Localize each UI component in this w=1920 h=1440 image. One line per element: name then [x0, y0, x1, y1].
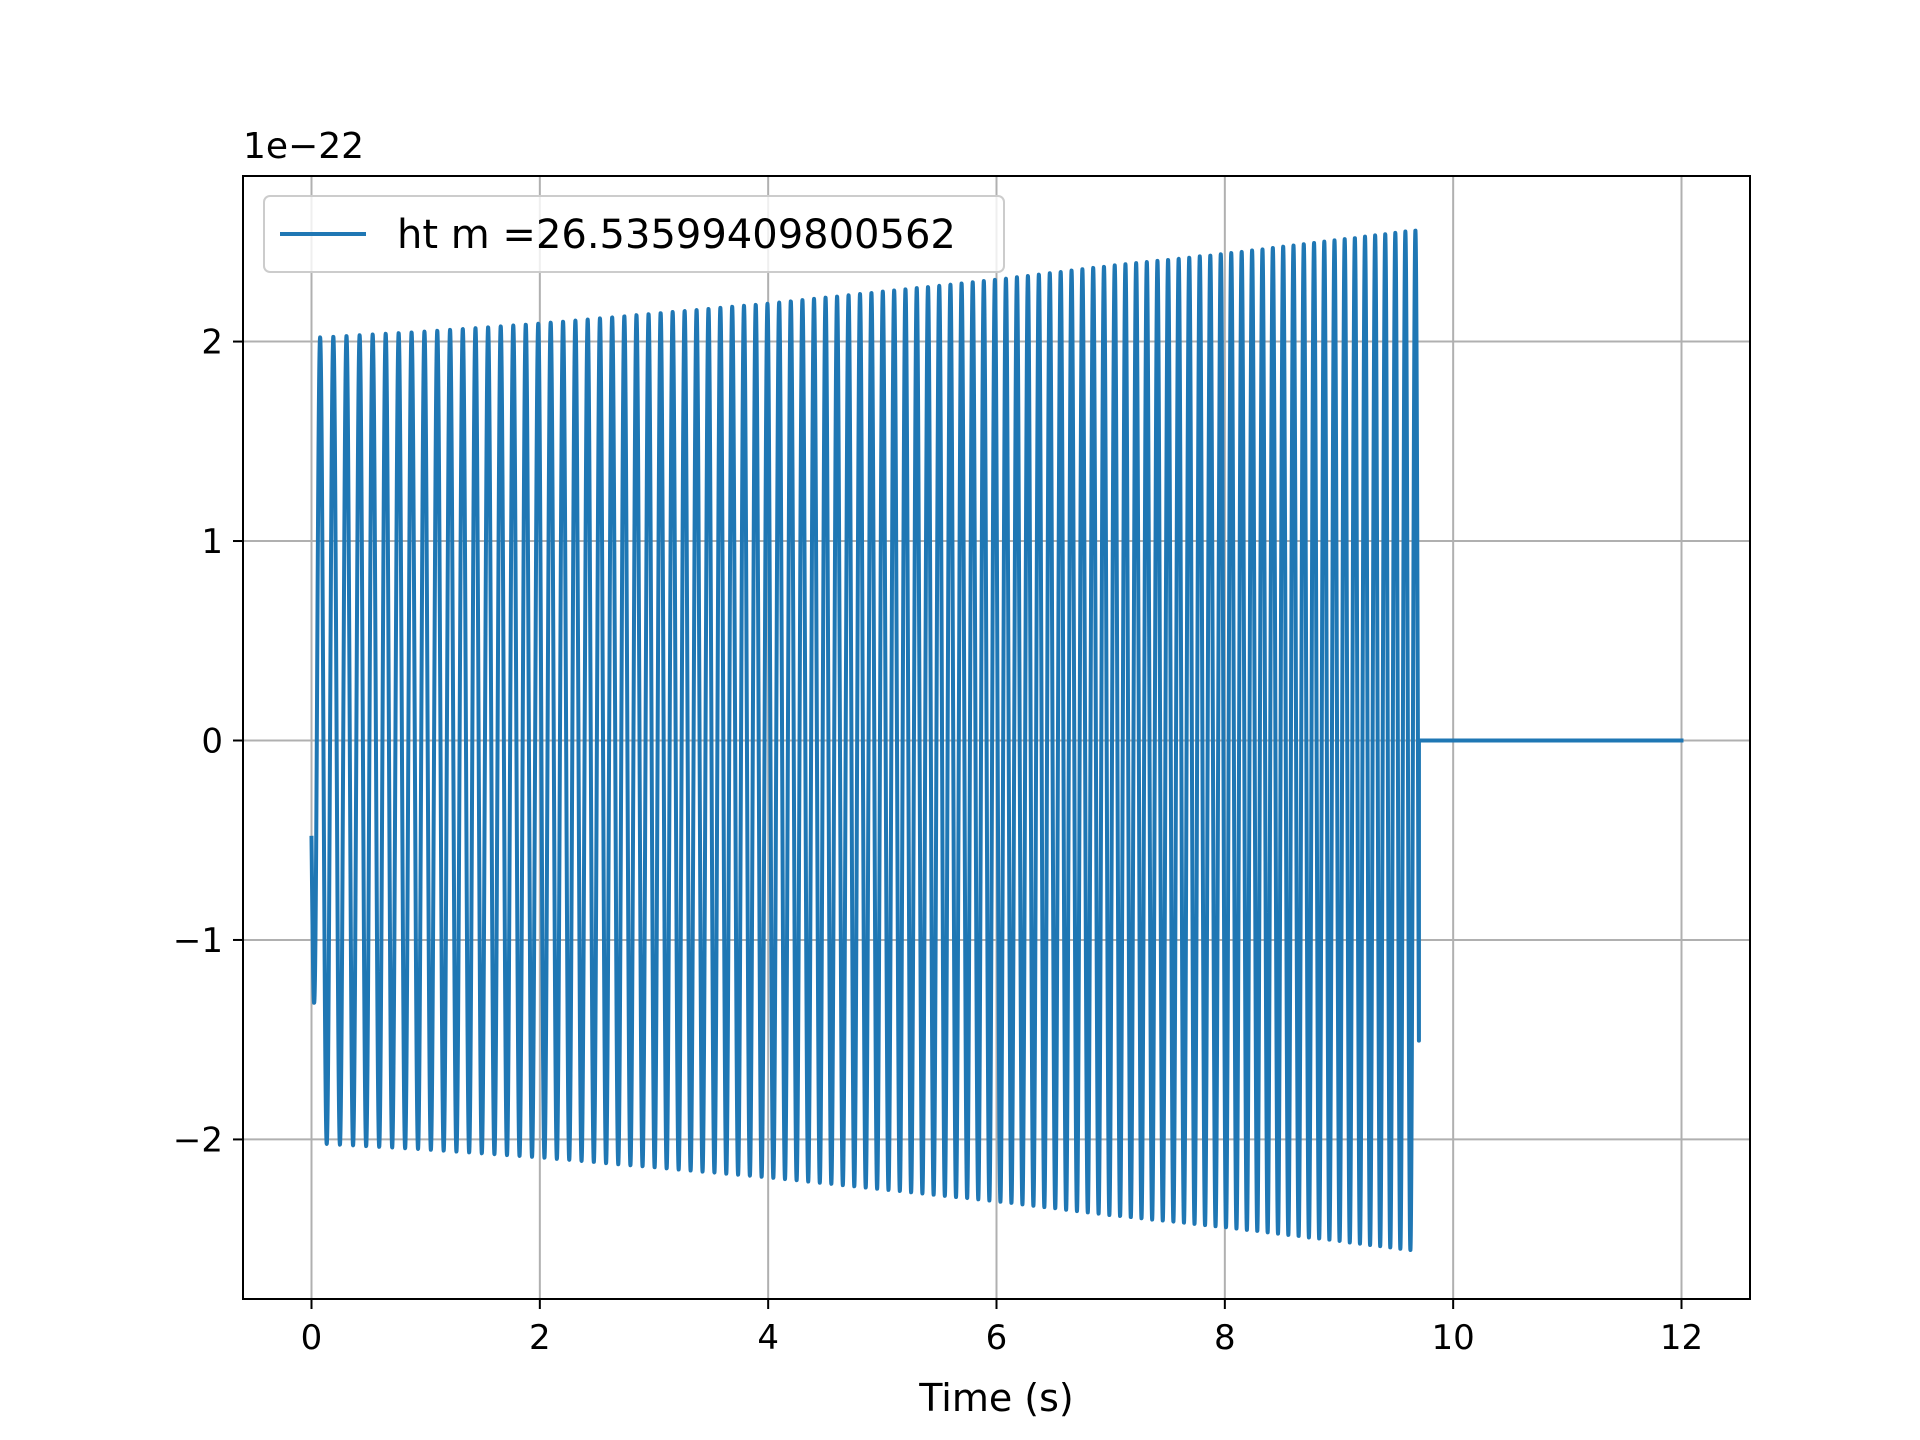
x-tick-label: 12 — [1660, 1318, 1703, 1358]
y-axis-offset-label: 1e−22 — [243, 126, 364, 167]
series-layer — [309, 228, 1684, 1252]
x-axis-label: Time (s) — [918, 1376, 1074, 1420]
x-tick-label: 6 — [986, 1318, 1008, 1358]
y-tick-label: −2 — [173, 1120, 223, 1160]
y-tick-label: 2 — [201, 323, 223, 363]
legend-label: ht m =26.53599409800562 — [397, 212, 956, 258]
y-axis-ticks: −2 −1 0 1 2 — [173, 323, 243, 1160]
series-line — [309, 228, 1684, 1252]
x-tick-label: 0 — [301, 1318, 323, 1358]
y-tick-label: 1 — [201, 522, 223, 562]
x-tick-label: 8 — [1214, 1318, 1236, 1358]
x-tick-label: 10 — [1432, 1318, 1475, 1358]
legend-box — [263, 195, 1005, 273]
y-tick-label: 0 — [201, 721, 223, 761]
y-tick-label: −1 — [173, 921, 223, 961]
x-tick-label: 4 — [757, 1318, 779, 1358]
x-tick-label: 2 — [529, 1318, 551, 1358]
x-axis-ticks: 0 2 4 6 8 10 12 — [301, 1299, 1703, 1358]
legend: ht m =26.53599409800562 — [263, 195, 1005, 273]
